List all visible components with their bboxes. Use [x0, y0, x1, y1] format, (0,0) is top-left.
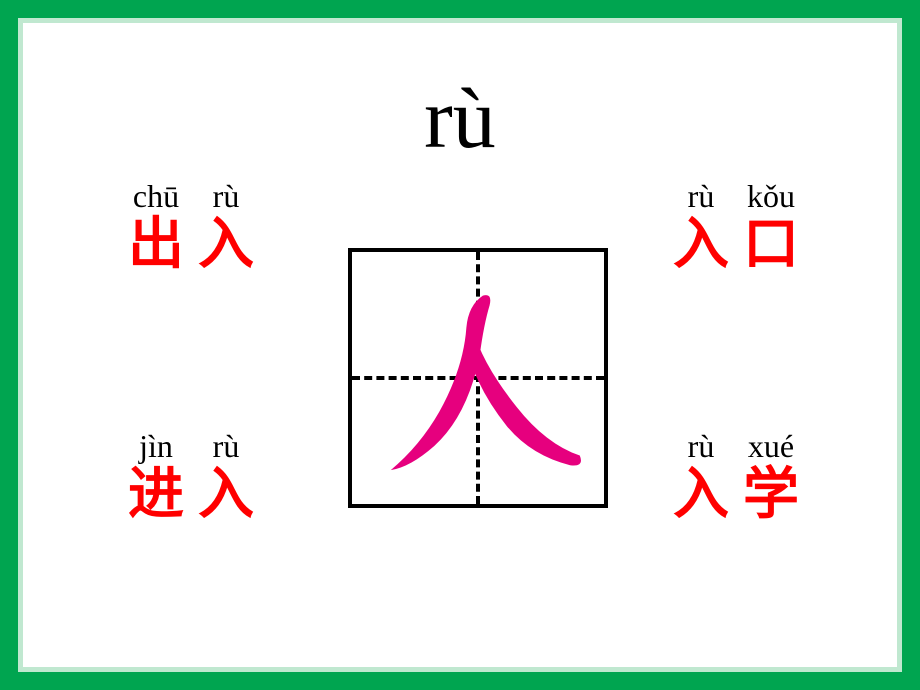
pinyin-row: jìn rù: [132, 428, 250, 465]
pinyin-row: rù kǒu: [677, 178, 795, 215]
hanzi-char: 入: [673, 467, 729, 523]
pinyin-syllable: rù: [202, 178, 250, 215]
pinyin-syllable: jìn: [132, 428, 180, 465]
pinyin-syllable: rù: [202, 428, 250, 465]
pinyin-row: rù xué: [677, 428, 795, 465]
hanzi-char: 口: [743, 217, 799, 273]
pinyin-syllable: rù: [677, 178, 725, 215]
hanzi-char: 进: [128, 467, 184, 523]
slide-frame: rù chū rù 出 入 rù kǒu 入 口 jìn rù 进 入: [18, 18, 902, 672]
pinyin-row: chū rù: [132, 178, 250, 215]
hanzi-row: 进 入: [128, 467, 254, 523]
hanzi-char: 入: [198, 467, 254, 523]
hanzi-char: 学: [743, 467, 799, 523]
hanzi-row: 入 学: [673, 467, 799, 523]
pinyin-syllable: rù: [677, 428, 725, 465]
hanzi-row: 出 入: [128, 217, 254, 273]
word-block-top-left: chū rù 出 入: [128, 178, 254, 273]
hanzi-row: 入 口: [673, 217, 799, 273]
hanzi-char: 出: [128, 217, 184, 273]
character-practice-box: [348, 248, 608, 508]
pinyin-syllable: kǒu: [747, 178, 795, 215]
word-block-bottom-left: jìn rù 进 入: [128, 428, 254, 523]
pinyin-syllable: chū: [132, 178, 180, 215]
word-block-bottom-right: rù xué 入 学: [673, 428, 799, 523]
main-pinyin-title: rù: [23, 68, 897, 168]
word-block-top-right: rù kǒu 入 口: [673, 178, 799, 273]
hanzi-char: 入: [673, 217, 729, 273]
pinyin-syllable: xué: [747, 428, 795, 465]
stroke-na: [466, 341, 581, 465]
stroke-pie: [391, 295, 491, 470]
hanzi-char: 入: [198, 217, 254, 273]
main-character-stroke: [352, 252, 604, 504]
